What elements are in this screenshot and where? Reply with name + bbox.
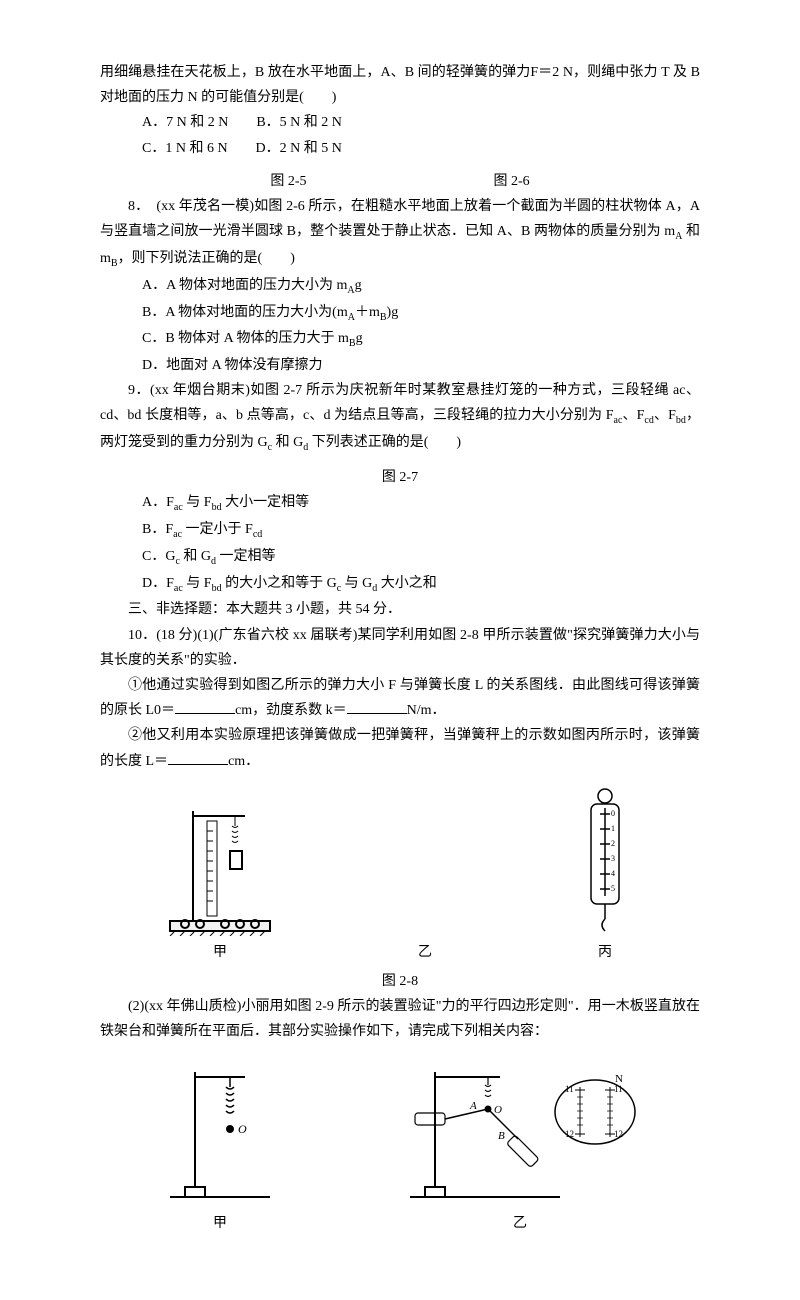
q8-choice-c: C．B 物体对 A 物体的压力大于 mBg	[100, 326, 700, 353]
svg-text:O: O	[238, 1122, 247, 1136]
q8-choice-d: D．地面对 A 物体没有摩擦力	[100, 353, 700, 378]
fig-2-9-b: O A B 11 11	[400, 1057, 640, 1236]
svg-text:3: 3	[611, 854, 615, 863]
q8-intro: 8． (xx 年茂名一模)如图 2-6 所示，在粗糙水平地面上放着一个截面为半圆…	[100, 194, 700, 273]
blank-k	[347, 700, 407, 714]
fig-2-9-b-label: 乙	[513, 1211, 527, 1236]
q9-choice-b: B．Fac 一定小于 Fcd	[100, 517, 700, 544]
q7-choice-ab: A．7 N 和 2 N B．5 N 和 2 N	[100, 110, 700, 135]
fig-2-8-label: 图 2-8	[100, 969, 700, 994]
q10-p1: ①他通过实验得到如图乙所示的弹力大小 F 与弹簧长度 L 的关系图线．由此图线可…	[100, 673, 700, 723]
q7-intro: 用细绳悬挂在天花板上，B 放在水平地面上，A、B 间的轻弹簧的弹力F＝2 N，则…	[100, 60, 700, 110]
svg-text:11: 11	[614, 1084, 623, 1094]
apparatus-icon	[165, 796, 275, 936]
q10-p2: ②他又利用本实验原理把该弹簧做成一把弹簧秤，当弹簧秤上的示数如图丙所示时，该弹簧…	[100, 723, 700, 773]
spring-scale-icon: 0 1 2 3 4 5	[575, 786, 635, 936]
q10-p2b: cm．	[228, 754, 259, 769]
svg-text:11: 11	[565, 1084, 574, 1094]
fig-2-9-a-label: 甲	[213, 1211, 227, 1236]
q10-p1b: cm，劲度系数 k＝	[235, 703, 347, 718]
section-note: 三、非选择题：本大题共 3 小题，共 54 分．	[100, 597, 700, 622]
fig-2-5-label: 图 2-5	[270, 174, 306, 189]
svg-text:5: 5	[611, 884, 615, 893]
svg-text:N: N	[615, 1073, 623, 1085]
blank-l0	[175, 700, 235, 714]
fig-2-8-row: 甲 乙 0 1 2 3 4 5	[100, 786, 700, 965]
svg-text:4: 4	[611, 869, 615, 878]
fig-2-8-b: 乙	[405, 816, 445, 965]
fig-2-9-a: O 甲	[160, 1057, 280, 1236]
q9-choice-d: D．Fac 与 Fbd 的大小之和等于 Gc 与 Gd 大小之和	[100, 571, 700, 598]
q7-choice-cd: C．1 N 和 6 N D．2 N 和 5 N	[100, 136, 700, 161]
q9-intro: 9．(xx 年烟台期末)如图 2-7 所示为庆祝新年时某教室悬挂灯笼的一种方式，…	[100, 378, 700, 457]
fig-2-8-c-label: 丙	[598, 940, 612, 965]
svg-text:0: 0	[611, 809, 615, 818]
svg-text:12: 12	[565, 1129, 574, 1139]
q7-fig-labels: 图 2-5 图 2-6	[100, 169, 700, 194]
q8-choice-b: B．A 物体对地面的压力大小为(mA＋mB)g	[100, 300, 700, 327]
fig-2-6-label: 图 2-6	[494, 174, 530, 189]
svg-text:2: 2	[611, 839, 615, 848]
q9-choice-a: A．Fac 与 Fbd 大小一定相等	[100, 490, 700, 517]
q9-choice-c: C．Gc 和 Gd 一定相等	[100, 544, 700, 571]
fig-2-9-row: O 甲 O A B 11	[100, 1057, 700, 1236]
fig-2-8-c: 0 1 2 3 4 5 丙	[575, 786, 635, 965]
fig-2-7-label: 图 2-7	[100, 465, 700, 490]
fig-2-8-a: 甲	[165, 796, 275, 965]
q10-intro: 10．(18 分)(1)(广东省六校 xx 届联考)某同学利用如图 2-8 甲所…	[100, 623, 700, 673]
blank-l	[168, 751, 228, 765]
svg-text:1: 1	[611, 824, 615, 833]
svg-text:B: B	[498, 1130, 505, 1142]
svg-text:O: O	[494, 1104, 502, 1116]
svg-text:12: 12	[614, 1129, 623, 1139]
svg-text:A: A	[469, 1100, 477, 1112]
fig-2-8-b-label: 乙	[418, 940, 432, 965]
fig-2-8-a-label: 甲	[213, 940, 227, 965]
q10-p1c: N/m．	[407, 703, 446, 718]
q10-p3: (2)(xx 年佛山质检)小丽用如图 2-9 所示的装置验证"力的平行四边形定则…	[100, 994, 700, 1044]
q8-choice-a: A．A 物体对地面的压力大小为 mAg	[100, 273, 700, 300]
